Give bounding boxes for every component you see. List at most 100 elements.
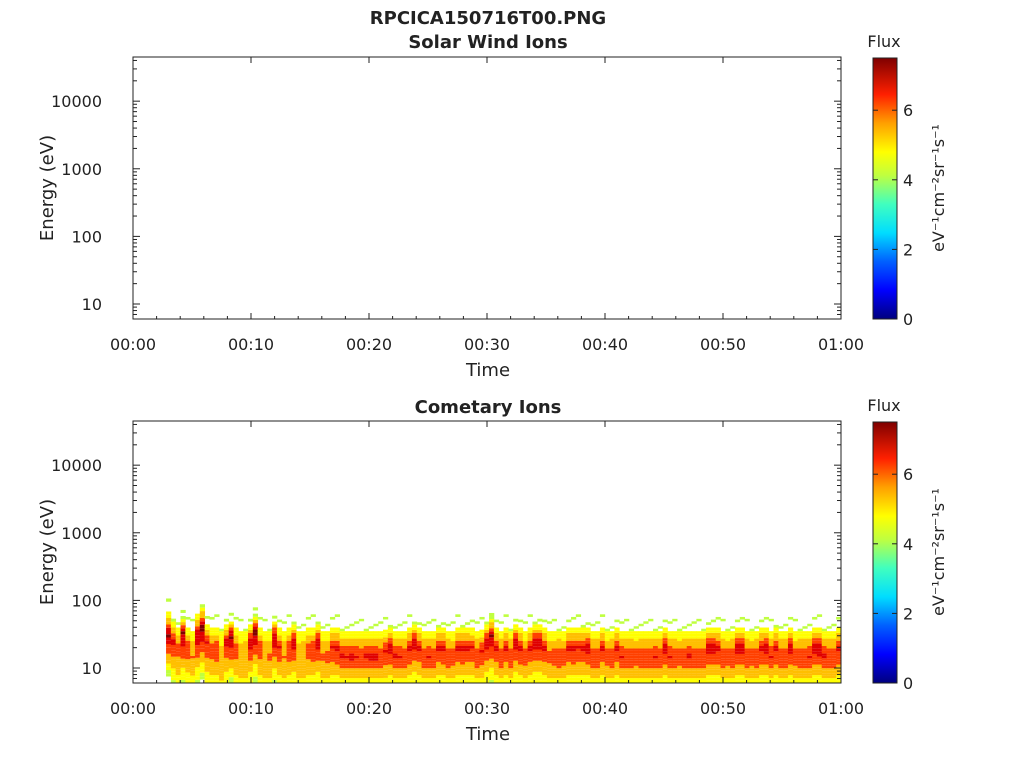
heatmap-cell xyxy=(349,633,355,637)
heatmap-cell xyxy=(571,680,577,683)
heatmap-cell xyxy=(194,626,201,630)
heatmap-cell xyxy=(262,653,268,656)
heatmap-cell xyxy=(421,631,427,634)
heatmap-cell xyxy=(281,633,287,637)
heatmap-cell xyxy=(166,640,172,644)
heatmap-cell xyxy=(754,655,760,659)
heatmap-cell xyxy=(358,678,365,681)
heatmap-cell xyxy=(759,669,765,673)
heatmap-cell xyxy=(305,653,312,657)
heatmap-cell xyxy=(730,655,736,659)
heatmap-cell xyxy=(479,657,485,661)
heatmap-cell xyxy=(749,645,755,649)
heatmap-cell xyxy=(262,636,268,639)
heatmap-cell xyxy=(542,635,548,639)
heatmap-cell xyxy=(667,675,673,679)
heatmap-cell xyxy=(185,675,191,678)
heatmap-cell xyxy=(551,633,557,637)
heatmap-cell xyxy=(363,670,369,674)
heatmap-cell xyxy=(783,631,789,634)
heatmap-cell xyxy=(744,653,750,656)
heatmap-cell xyxy=(696,670,702,674)
heatmap-cell xyxy=(725,658,731,661)
heatmap-cell xyxy=(701,663,707,666)
heatmap-cell xyxy=(701,668,707,671)
heatmap-cell xyxy=(807,631,813,634)
heatmap-cell xyxy=(561,631,567,634)
heatmap-cell xyxy=(228,665,234,669)
heatmap-cell xyxy=(802,650,808,654)
heatmap-cell xyxy=(662,643,668,647)
heatmap-cell xyxy=(257,667,263,670)
heatmap-cell xyxy=(320,675,326,679)
heatmap-cell xyxy=(768,658,774,661)
heatmap-cell xyxy=(334,677,340,681)
cometary-panel: Cometary Ions 00:00 00:10 00:20 00:30 00:40 0… xyxy=(37,397,864,745)
heatmap-cell xyxy=(166,637,172,641)
heatmap-cell xyxy=(628,650,635,654)
heatmap-cell xyxy=(166,670,172,674)
heatmap-cell xyxy=(460,672,466,676)
heatmap-cell xyxy=(686,655,692,659)
heatmap-cell xyxy=(219,645,225,649)
heatmap-cell xyxy=(223,663,230,667)
heatmap-cell xyxy=(749,663,755,666)
heatmap-cell xyxy=(532,663,538,667)
heatmap-cell xyxy=(768,638,774,642)
heatmap-cell xyxy=(402,663,408,666)
heatmap-cell xyxy=(508,670,514,674)
heatmap-cell xyxy=(691,621,697,624)
heatmap-cell xyxy=(807,660,813,664)
heatmap-cell xyxy=(619,641,625,644)
heatmap-cell xyxy=(599,675,606,678)
heatmap-cell xyxy=(267,650,273,654)
heatmap-cell xyxy=(214,646,220,649)
heatmap-cell xyxy=(763,630,770,633)
heatmap-cell xyxy=(175,627,181,631)
heatmap-cell xyxy=(517,677,524,681)
heatmap-cell xyxy=(831,670,837,674)
heatmap-cell xyxy=(363,653,369,656)
heatmap-cell xyxy=(643,660,649,664)
solar-wind-xlabel: Time xyxy=(465,360,510,381)
heatmap-cell xyxy=(329,667,336,670)
heatmap-cell xyxy=(440,643,447,647)
heatmap-cell xyxy=(315,663,321,667)
heatmap-cell xyxy=(272,633,278,637)
heatmap-cell xyxy=(725,633,731,637)
heatmap-cell xyxy=(199,641,206,646)
heatmap-cell xyxy=(397,673,403,676)
heatmap-cell xyxy=(301,623,307,627)
heatmap-cell xyxy=(407,664,413,668)
heatmap-cell xyxy=(773,624,779,628)
heatmap-cell xyxy=(238,645,244,649)
heatmap-cell xyxy=(233,669,239,673)
heatmap-cell xyxy=(662,632,668,636)
heatmap-cell xyxy=(657,645,664,649)
heatmap-cell xyxy=(416,664,422,668)
heatmap-cell xyxy=(802,663,808,666)
heatmap-cell xyxy=(416,627,422,631)
heatmap-cell xyxy=(503,638,509,641)
heatmap-cell xyxy=(739,667,745,670)
heatmap-cell xyxy=(754,675,760,679)
heatmap-cell xyxy=(566,667,572,670)
heatmap-cell xyxy=(407,656,413,660)
heatmap-cell xyxy=(484,669,490,672)
heatmap-cell xyxy=(190,670,196,674)
heatmap-cell xyxy=(831,678,837,681)
heatmap-cell xyxy=(407,667,413,670)
heatmap-cell xyxy=(291,638,297,642)
heatmap-cell xyxy=(667,673,673,676)
heatmap-cell xyxy=(310,664,316,668)
heatmap-cell xyxy=(696,645,702,649)
heatmap-cell xyxy=(652,673,659,676)
heatmap-cell xyxy=(214,632,220,636)
heatmap-cell xyxy=(768,668,774,671)
heatmap-cell xyxy=(416,651,422,654)
heatmap-cell xyxy=(267,653,273,656)
heatmap-cell xyxy=(701,673,707,676)
heatmap-cell xyxy=(725,660,731,664)
heatmap-cell xyxy=(619,636,625,639)
heatmap-cell xyxy=(652,665,659,669)
